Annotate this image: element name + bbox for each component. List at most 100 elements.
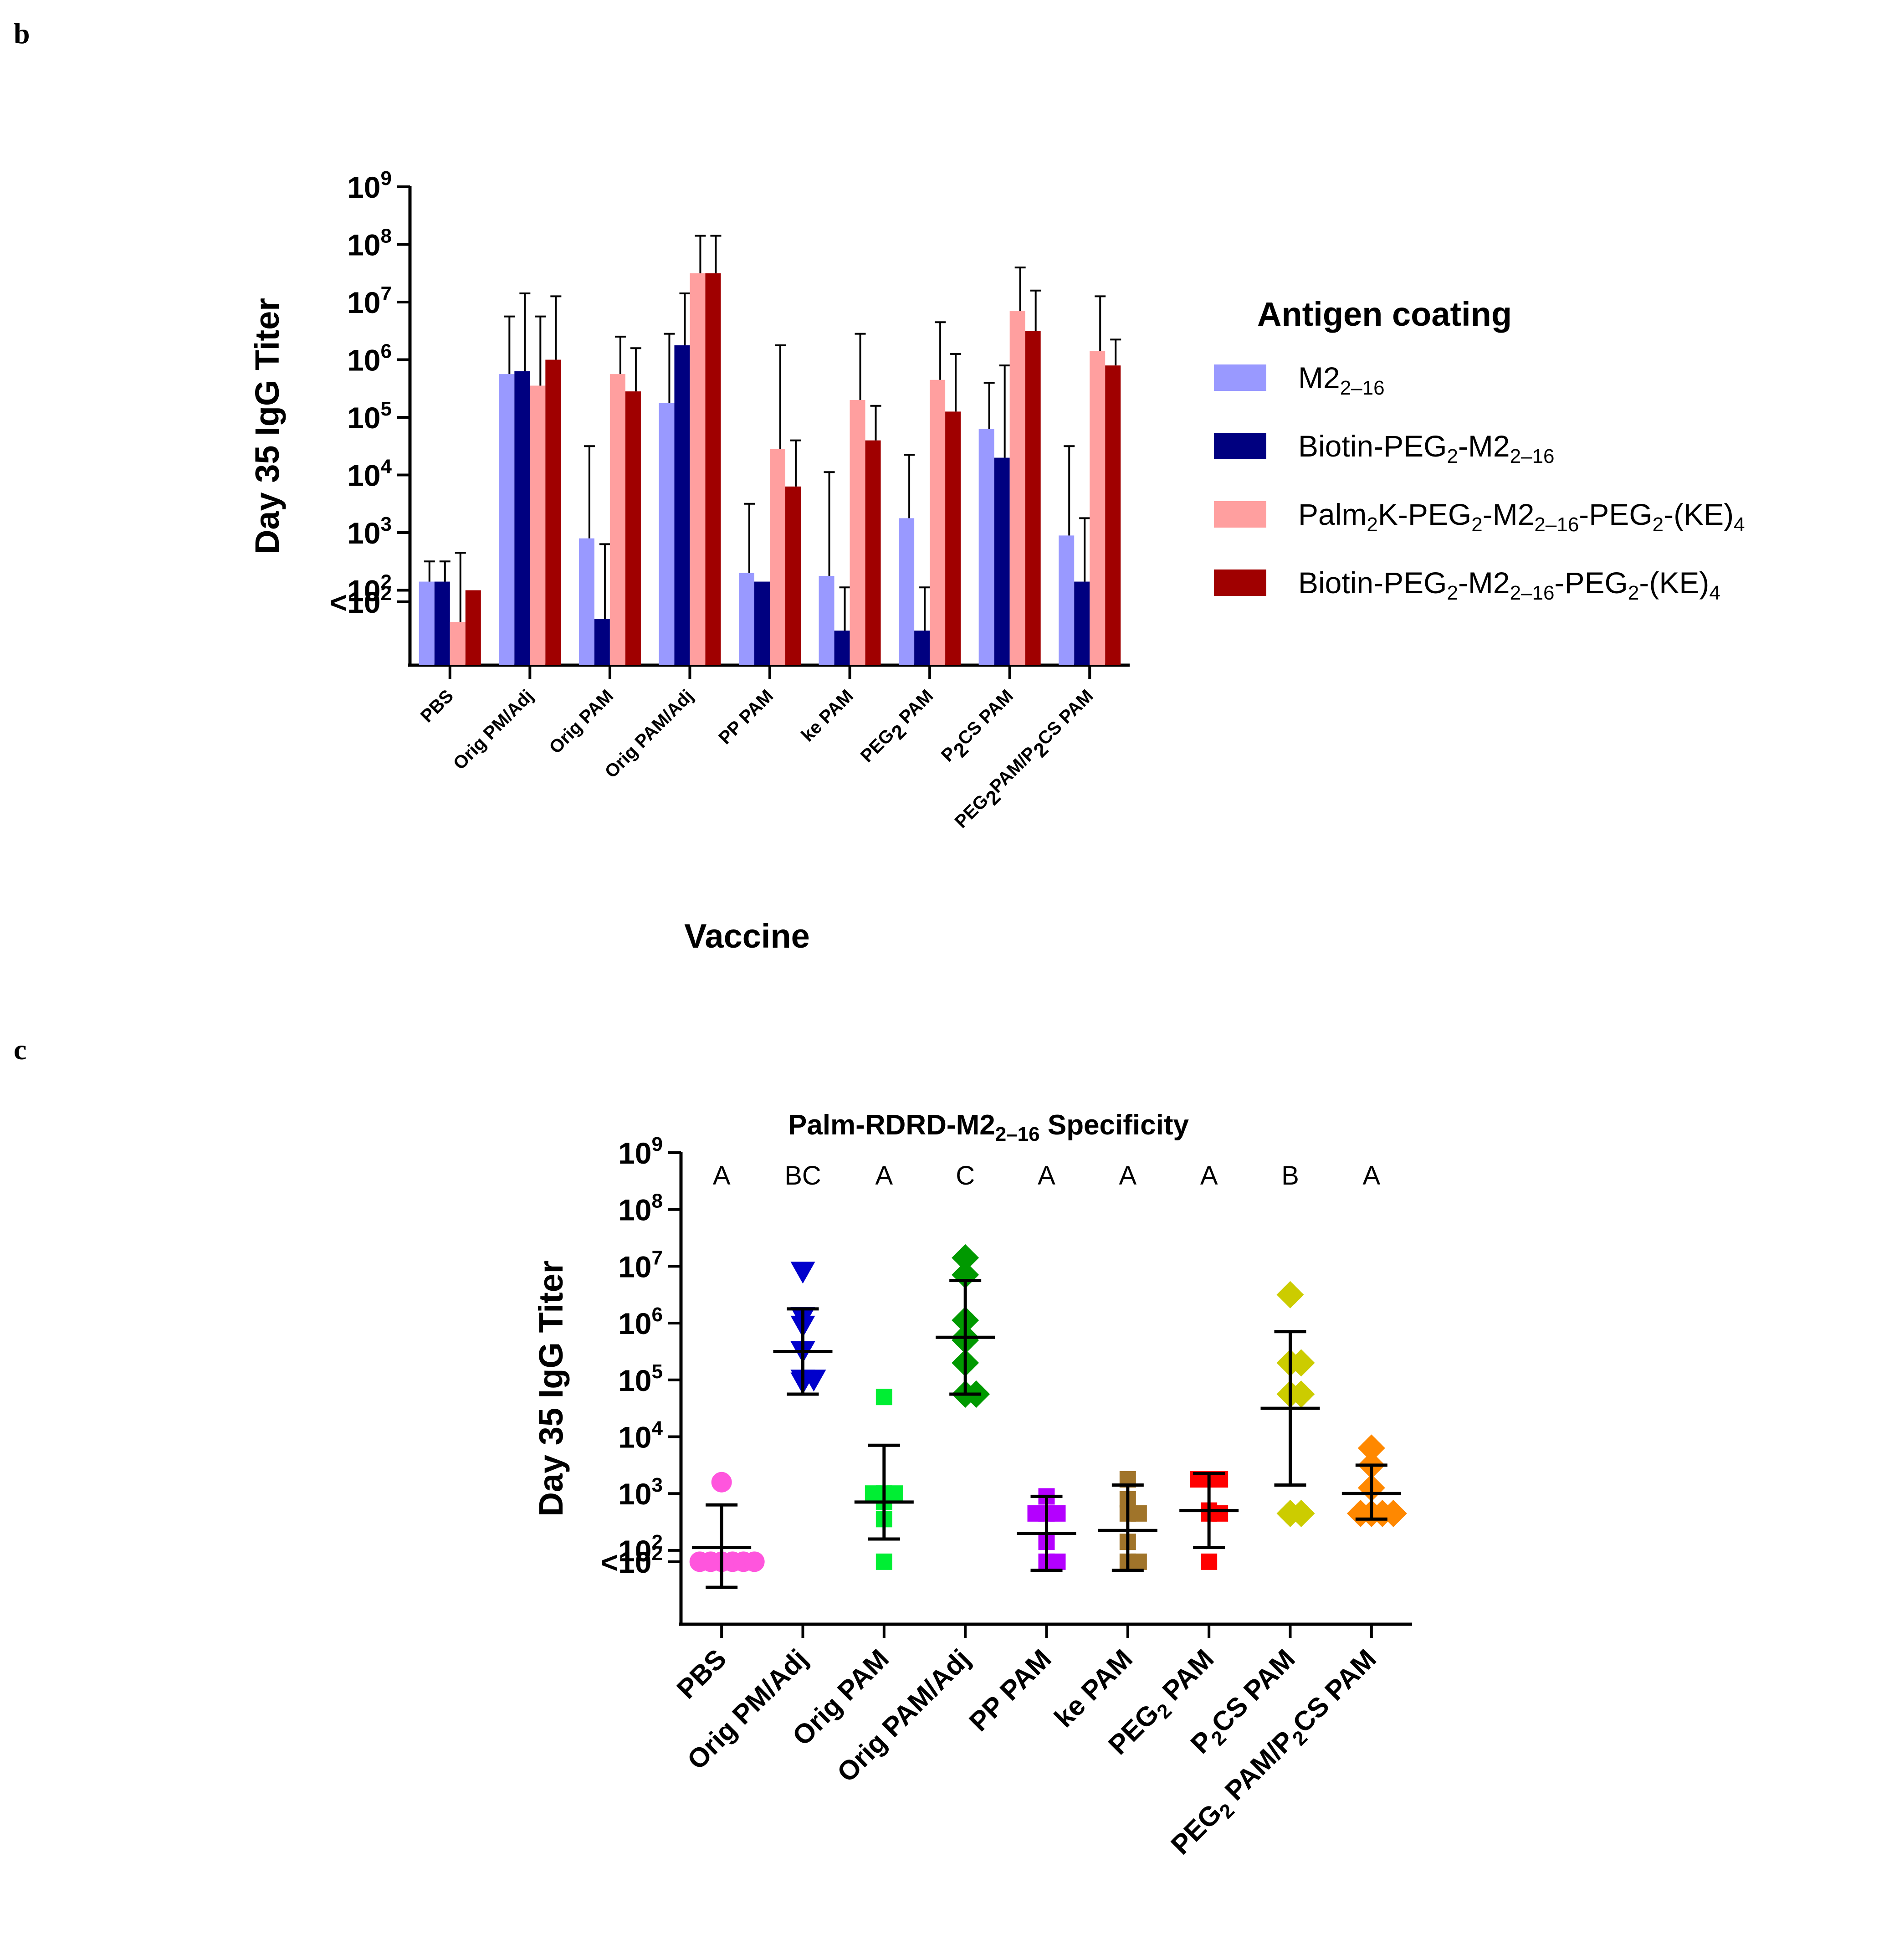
- significance-letter: A: [1362, 1161, 1380, 1190]
- y-axis-title: Day 35 IgG Titer: [532, 1260, 570, 1516]
- bar: [465, 590, 481, 665]
- significance-letter: C: [956, 1161, 975, 1190]
- data-point: [1287, 1380, 1315, 1408]
- x-axis-title: Vaccine: [684, 917, 810, 955]
- y-tick-label: 109: [347, 167, 392, 204]
- bar: [819, 575, 834, 665]
- bar: [434, 581, 450, 665]
- bar: [659, 403, 675, 665]
- bar: [609, 374, 625, 665]
- bar: [499, 374, 515, 665]
- y-tick-label: 103: [347, 513, 392, 550]
- y-tick-label: 102: [618, 1531, 663, 1568]
- data-point: [875, 1389, 892, 1406]
- y-tick-label: <102: [330, 582, 392, 619]
- y-tick-label: 106: [347, 340, 392, 377]
- bar: [930, 380, 946, 665]
- x-tick-label: Orig PAM: [545, 686, 617, 758]
- bar: [899, 518, 915, 665]
- y-tick-label: 104: [618, 1417, 663, 1454]
- y-tick-label: 107: [618, 1247, 663, 1283]
- y-tick-label: 102: [347, 571, 392, 608]
- legend-swatch: [1214, 364, 1266, 391]
- bar: [690, 273, 706, 665]
- bar: [1074, 581, 1090, 665]
- legend-swatch: [1214, 501, 1266, 528]
- x-tick-label: PEG2PAM/P2CS PAM: [951, 686, 1102, 836]
- panel-label-c: c: [14, 1033, 26, 1066]
- bar: [578, 538, 594, 665]
- bar: [545, 359, 561, 665]
- x-tick-label: PBS: [671, 1643, 732, 1705]
- y-tick-label: 105: [618, 1360, 663, 1397]
- data-point: [689, 1551, 710, 1572]
- bar: [739, 573, 754, 665]
- bar: [834, 631, 850, 665]
- data-point: [875, 1553, 892, 1570]
- data-point: [1212, 1505, 1229, 1522]
- x-tick-label: PEG2 PAM: [857, 686, 942, 771]
- data-point: [1287, 1349, 1315, 1377]
- x-tick-label: P2CS PAM: [937, 686, 1022, 770]
- bar: [914, 631, 930, 665]
- bar: [1090, 351, 1106, 665]
- data-point: [1049, 1553, 1066, 1570]
- legend-label: M22–16: [1298, 361, 1385, 399]
- bar: [865, 440, 881, 665]
- chart-title: Palm-RDRD-M22–16 Specificity: [788, 1109, 1189, 1145]
- legend: Antigen coating M22–16 Biotin-PEG2-M22–16 P…: [1214, 295, 1745, 604]
- data-point: [1027, 1505, 1044, 1522]
- y-tick-label: <102: [601, 1542, 663, 1579]
- legend-title: Antigen coating: [1257, 295, 1512, 333]
- bar: [994, 457, 1010, 665]
- bar: [419, 581, 435, 665]
- bar: [514, 371, 530, 665]
- x-tick-label: PP PAM: [715, 686, 777, 748]
- y-tick-label: 107: [347, 282, 392, 319]
- y-axis-title: Day 35 IgG Titer: [248, 298, 286, 554]
- data-point: [790, 1262, 815, 1284]
- legend-label: Palm2K-PEG2-M22–16-PEG2-(KE)4: [1298, 498, 1745, 536]
- data-point: [952, 1244, 979, 1272]
- x-tick-label: PBS: [417, 686, 457, 726]
- significance-letter: A: [1038, 1161, 1055, 1190]
- data-point: [865, 1485, 881, 1502]
- x-tick-label: Orig PM/Adj: [450, 686, 537, 774]
- data-point: [1130, 1505, 1147, 1522]
- bar: [754, 581, 770, 665]
- data-point: [744, 1551, 765, 1572]
- bar: [978, 429, 994, 665]
- significance-letter: B: [1281, 1161, 1299, 1190]
- y-tick-label: 103: [618, 1474, 663, 1511]
- bar: [450, 622, 466, 665]
- bar: [1105, 365, 1121, 665]
- data-point: [711, 1472, 732, 1493]
- y-tick-label: 108: [347, 225, 392, 262]
- legend-swatch: [1214, 433, 1266, 459]
- data-point: [1287, 1499, 1315, 1527]
- significance-letter: A: [1200, 1161, 1218, 1190]
- legend-label: Biotin-PEG2-M22–16-PEG2-(KE)4: [1298, 566, 1720, 604]
- bar: [674, 345, 690, 665]
- x-tick-label: ke PAM: [798, 686, 857, 745]
- y-tick-label: 104: [347, 456, 392, 493]
- data-point: [1201, 1553, 1218, 1570]
- bar: [594, 619, 610, 665]
- bar: [1009, 310, 1025, 665]
- significance-letter: A: [1119, 1161, 1136, 1190]
- bar: [770, 449, 785, 665]
- significance-letter: A: [713, 1161, 731, 1190]
- bar: [1059, 535, 1075, 665]
- y-tick-label: 105: [347, 398, 392, 435]
- y-tick-label: 109: [618, 1133, 663, 1170]
- bar: [785, 486, 801, 665]
- data-point: [1130, 1553, 1147, 1570]
- bar: [530, 385, 546, 665]
- significance-letter: BC: [784, 1161, 821, 1190]
- data-point: [1276, 1281, 1304, 1308]
- x-tick-label: PP PAM: [963, 1643, 1057, 1737]
- panel-label-b: b: [14, 17, 30, 50]
- legend-swatch: [1214, 570, 1266, 596]
